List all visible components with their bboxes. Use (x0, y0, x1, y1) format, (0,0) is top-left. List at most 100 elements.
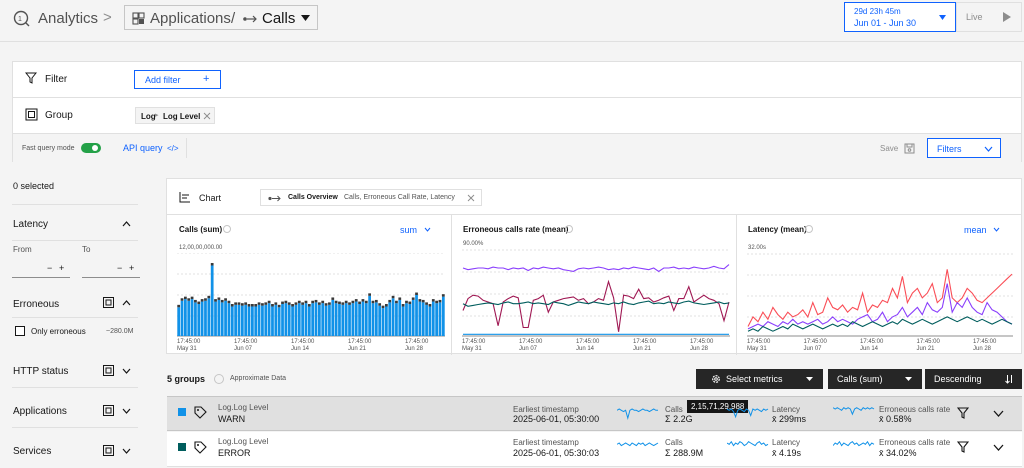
bar-cap (344, 300, 348, 304)
increment-button[interactable]: + (129, 263, 135, 273)
chevron-up-icon[interactable] (122, 300, 131, 306)
table-row[interactable]: Log.Log Level WARN Earliest timestamp 20… (167, 396, 1022, 431)
chevron-down-icon[interactable] (122, 408, 131, 414)
bar (415, 295, 418, 336)
err-y-max-label: 90.00% (463, 241, 484, 247)
group-by-icon[interactable] (103, 445, 114, 456)
bar (207, 298, 211, 336)
bar-cap (277, 304, 281, 308)
sort-metric-dropdown[interactable]: Calls (sum) (828, 369, 922, 389)
bar (334, 303, 338, 336)
close-icon[interactable] (203, 112, 211, 120)
calls-icon (268, 195, 282, 202)
info-icon[interactable] (223, 225, 231, 233)
http-status-facet-label[interactable]: HTTP status (13, 366, 69, 377)
bar (378, 305, 382, 336)
bar (361, 301, 365, 336)
series-line (747, 316, 1013, 332)
bar-cap (371, 300, 375, 304)
save-icon[interactable] (904, 143, 915, 154)
bar (318, 304, 321, 336)
series-line (462, 279, 730, 332)
divider (12, 387, 138, 388)
bar (257, 304, 261, 336)
filters-dropdown[interactable]: Filters (927, 138, 1001, 158)
close-icon[interactable] (467, 194, 475, 202)
group-label: Group (45, 110, 73, 121)
bar-cap (395, 300, 398, 304)
group-value: WARN (218, 414, 246, 424)
latency-facet-label[interactable]: Latency (13, 219, 49, 230)
bar (271, 306, 274, 336)
info-icon[interactable] (565, 225, 573, 233)
tag-icon (194, 406, 207, 419)
entity-selector[interactable]: Applications / Calls (124, 5, 318, 30)
series-color-swatch (178, 408, 186, 416)
filter-icon[interactable] (957, 441, 969, 453)
caret-down-icon (939, 15, 946, 20)
chevron-down-icon[interactable] (993, 444, 1004, 451)
latency-from-input[interactable]: − + (12, 262, 70, 278)
bar (411, 299, 415, 336)
select-metrics-button[interactable]: Select metrics (696, 369, 823, 389)
x-tick-label: 17:45:00 Jun 07 (803, 339, 827, 352)
err-metric-label: Erroneous calls rate (879, 405, 951, 414)
bar (314, 302, 318, 336)
chevron-down-icon[interactable] (993, 410, 1004, 417)
decrement-button[interactable]: − (47, 263, 53, 273)
x-tick-label: 17:45:00 Jun 14 (576, 339, 600, 352)
chevron-down-icon[interactable] (122, 448, 131, 454)
increment-button[interactable]: + (59, 263, 65, 273)
group-by-icon[interactable] (103, 405, 114, 416)
chevron-down-icon[interactable] (122, 368, 131, 374)
table-row[interactable]: Log.Log Level ERROR Earliest timestamp 2… (167, 432, 1022, 467)
api-query-link[interactable]: API query (123, 143, 163, 153)
from-label: From (13, 245, 32, 254)
bar-cap (287, 302, 291, 305)
earliest-timestamp-value: 2025-06-01, 05:30:00 (513, 414, 600, 424)
group-tag[interactable]: Log ▸ Log Level (135, 107, 215, 124)
only-erroneous-checkbox[interactable] (15, 326, 25, 336)
bar (274, 304, 278, 336)
err-sparkline (833, 440, 875, 447)
bar-cap (428, 304, 432, 307)
latency-to-input[interactable]: − + (82, 262, 140, 278)
latency-agg-dropdown[interactable]: mean (964, 225, 987, 235)
add-filter-button[interactable]: Add filter + (134, 70, 221, 89)
bar (328, 304, 331, 336)
info-icon[interactable] (805, 225, 813, 233)
bar-cap (227, 300, 231, 304)
decrement-button[interactable]: − (117, 263, 123, 273)
services-facet-label[interactable]: Services (13, 446, 52, 457)
group-by-icon[interactable] (103, 365, 114, 376)
applications-facet-label[interactable]: Applications (13, 406, 67, 417)
sort-order-button[interactable]: Descending (925, 369, 1022, 389)
live-button[interactable]: Live (956, 2, 1022, 32)
breadcrumb-analytics[interactable]: Analytics (38, 10, 99, 27)
bar (194, 302, 197, 336)
bar-cap (254, 304, 258, 307)
bar-cap (237, 302, 241, 305)
group-by-icon[interactable] (103, 297, 114, 308)
save-label[interactable]: Save (880, 144, 899, 153)
bar (441, 296, 445, 336)
bar (435, 303, 438, 336)
filter-icon[interactable] (957, 407, 969, 419)
tag-arrow-icon: ▸ (155, 112, 159, 119)
erroneous-facet-label[interactable]: Erroneous (13, 299, 60, 310)
bar (307, 306, 311, 336)
err-line-chart (462, 249, 730, 337)
bar (401, 306, 405, 336)
chevron-up-icon[interactable] (122, 221, 131, 227)
bar-cap (281, 301, 284, 305)
calls-agg-dropdown[interactable]: sum (400, 225, 418, 235)
bar (197, 304, 201, 336)
bar (368, 295, 371, 336)
chart-preset-tag[interactable]: Calls Overview Calls, Erroneous Call Rat… (260, 189, 482, 206)
fast-query-toggle[interactable] (81, 143, 101, 153)
date-range-picker[interactable]: 29d 23h 45m Jun 01 - Jun 30 (844, 2, 956, 32)
bar-cap (324, 303, 328, 306)
bar-cap (401, 304, 405, 307)
calls-metric-label: Calls (665, 438, 683, 447)
info-icon[interactable] (214, 374, 224, 384)
